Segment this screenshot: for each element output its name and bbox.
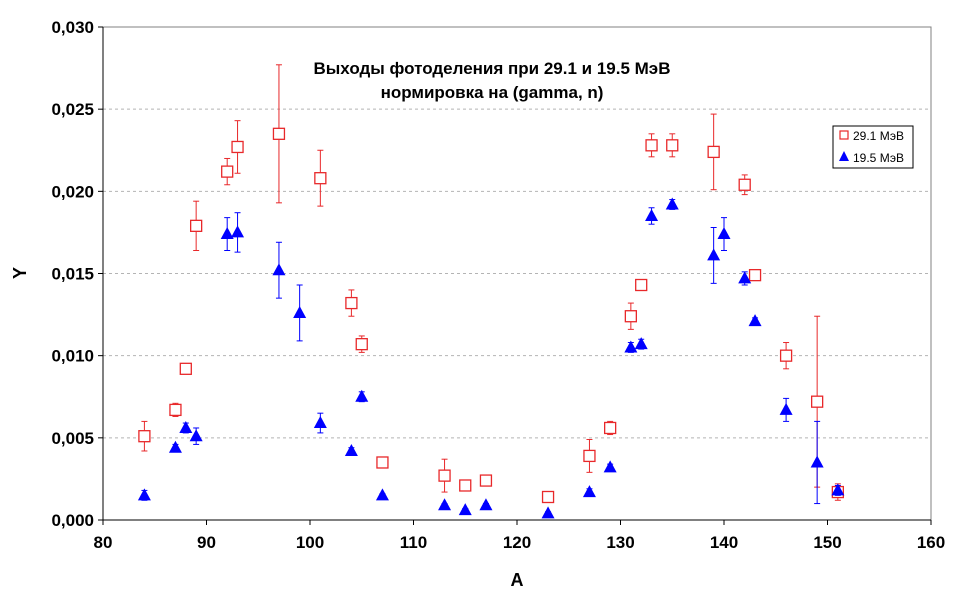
data-point-square bbox=[221, 165, 234, 178]
data-point-triangle bbox=[665, 197, 679, 210]
data-point-triangle bbox=[231, 225, 245, 238]
data-point-square bbox=[138, 430, 151, 443]
data-point-triangle bbox=[717, 227, 731, 240]
data-point-triangle bbox=[344, 443, 358, 456]
legend-label-29-1: 29.1 МэВ bbox=[853, 129, 904, 143]
series-29-1 bbox=[138, 64, 844, 504]
data-point-triangle bbox=[293, 305, 307, 318]
data-point-square bbox=[645, 139, 658, 152]
data-point-square bbox=[666, 139, 679, 152]
gridlines bbox=[103, 108, 931, 439]
data-point-square bbox=[355, 338, 368, 351]
data-point-square bbox=[179, 362, 192, 375]
data-point-triangle bbox=[810, 455, 824, 468]
x-axis-title: A bbox=[511, 570, 524, 590]
x-tick-label: 90 bbox=[197, 533, 216, 552]
legend-marker-29-1 bbox=[839, 130, 849, 140]
data-point-square bbox=[707, 145, 720, 159]
data-point-square bbox=[738, 178, 751, 191]
data-point-triangle bbox=[479, 498, 493, 511]
data-point-triangle bbox=[313, 416, 327, 429]
data-point-triangle bbox=[137, 488, 151, 501]
data-point-square bbox=[314, 172, 327, 185]
chart-subtitle: нормировка на (gamma, n) bbox=[381, 83, 604, 102]
data-point-triangle bbox=[179, 420, 193, 433]
data-point-square bbox=[345, 296, 358, 310]
legend-label-19-5: 19.5 МэВ bbox=[853, 151, 904, 165]
y-tick-label: 0,015 bbox=[51, 265, 94, 284]
data-point-triangle bbox=[168, 440, 182, 453]
y-tick-label: 0,030 bbox=[51, 18, 94, 37]
data-point-triangle bbox=[634, 337, 648, 350]
data-point-triangle bbox=[189, 429, 203, 442]
x-tick-label: 120 bbox=[503, 533, 531, 552]
y-tick-label: 0,005 bbox=[51, 429, 94, 448]
data-point-triangle bbox=[375, 488, 389, 501]
data-point-square bbox=[779, 349, 793, 362]
ticks: 0,000 0,005 0,010 0,015 0,020 0,025 0,030 80 90 1… bbox=[51, 18, 945, 552]
data-point-triangle bbox=[438, 498, 452, 511]
chart-title: Выходы фотоделения при 29.1 и 19.5 МэВ bbox=[314, 59, 671, 78]
x-tick-label: 130 bbox=[606, 533, 634, 552]
y-tick-label: 0,000 bbox=[51, 511, 94, 530]
data-point-triangle bbox=[603, 460, 617, 473]
data-point-square bbox=[811, 395, 824, 408]
data-point-square bbox=[438, 469, 451, 482]
data-point-square bbox=[583, 449, 596, 463]
series bbox=[137, 64, 845, 519]
data-point-square bbox=[272, 127, 286, 140]
data-point-square bbox=[635, 278, 648, 292]
y-tick-label: 0,010 bbox=[51, 347, 94, 366]
data-point-square bbox=[231, 140, 244, 154]
data-point-triangle bbox=[272, 263, 286, 276]
series-19-5 bbox=[137, 197, 845, 519]
data-point-triangle bbox=[645, 208, 659, 221]
legend: 29.1 МэВ 19.5 МэВ bbox=[832, 125, 914, 169]
data-point-triangle bbox=[707, 248, 721, 261]
data-point-triangle bbox=[355, 389, 369, 402]
data-point-triangle bbox=[458, 503, 472, 516]
y-axis-title: Y bbox=[10, 267, 30, 279]
data-point-triangle bbox=[831, 483, 845, 496]
data-point-square bbox=[541, 490, 555, 504]
x-tick-label: 80 bbox=[94, 533, 113, 552]
x-tick-label: 140 bbox=[710, 533, 738, 552]
y-tick-label: 0,025 bbox=[51, 100, 94, 119]
data-point-square bbox=[604, 421, 617, 435]
data-point-triangle bbox=[220, 227, 234, 240]
data-point-square bbox=[624, 310, 637, 323]
data-point-square bbox=[169, 403, 182, 417]
data-point-triangle bbox=[541, 506, 555, 519]
data-point-square bbox=[189, 219, 203, 232]
data-point-triangle bbox=[748, 314, 762, 327]
data-point-triangle bbox=[624, 340, 638, 353]
x-tick-label: 100 bbox=[296, 533, 324, 552]
data-point-square bbox=[459, 479, 472, 492]
x-tick-label: 150 bbox=[813, 533, 841, 552]
data-point-triangle bbox=[582, 485, 596, 498]
data-point-triangle bbox=[738, 271, 752, 284]
data-point-square bbox=[376, 456, 389, 469]
x-tick-label: 160 bbox=[917, 533, 945, 552]
data-point-square bbox=[479, 474, 493, 487]
legend-marker-19-5 bbox=[839, 151, 849, 161]
data-point-triangle bbox=[779, 402, 793, 415]
x-tick-label: 110 bbox=[400, 533, 427, 552]
y-tick-label: 0,020 bbox=[51, 182, 94, 201]
data-point-square bbox=[748, 268, 762, 282]
